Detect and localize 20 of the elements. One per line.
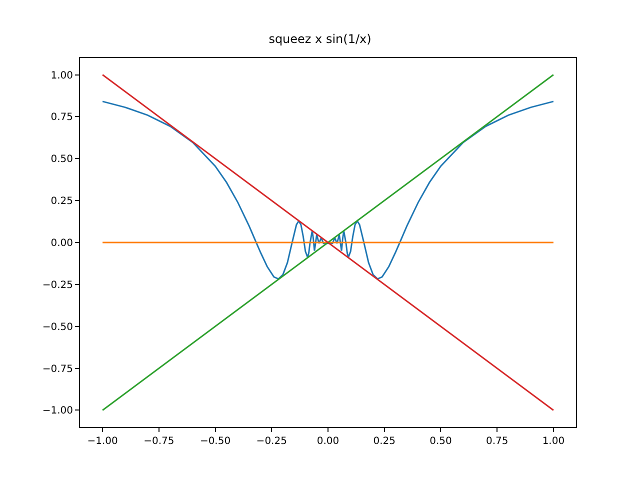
y-tick-label: −0.75: [42, 364, 73, 375]
y-tick-label: −0.25: [42, 280, 73, 291]
x-tick-label: 0.00: [316, 436, 340, 447]
y-tick-label: 0.75: [50, 112, 73, 124]
x-tick-label: −0.25: [256, 436, 287, 447]
y-tick-label: 0.00: [50, 238, 73, 249]
x-tick-label: 0.25: [373, 436, 396, 447]
x-tick-label: −1.00: [87, 436, 118, 447]
x-tick-label: −0.75: [144, 436, 174, 447]
y-tick-label: 1.00: [50, 70, 73, 82]
y-tick-label: 0.50: [50, 154, 73, 166]
chart-title: squeez x sin(1/x): [268, 32, 372, 46]
x-tick-label: 0.75: [486, 436, 508, 447]
line-series: [102, 100, 554, 280]
y-tick-label: 0.25: [50, 196, 73, 208]
x-tick-label: −0.50: [200, 436, 231, 447]
x-tick-label: 1.00: [542, 436, 565, 447]
x-tick-label: 0.50: [430, 436, 452, 447]
y-tick-label: −0.50: [42, 322, 73, 333]
y-tick-label: −1.00: [42, 406, 73, 417]
